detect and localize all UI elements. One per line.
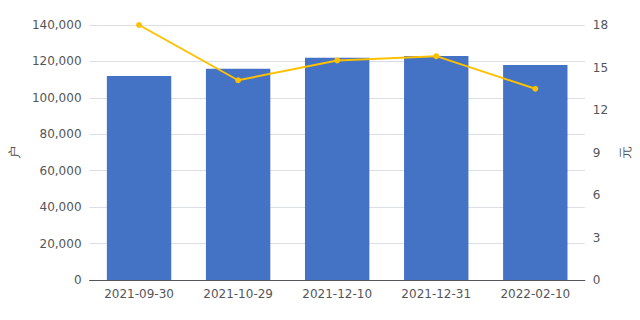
svg-text:120,000: 120,000 xyxy=(32,54,82,68)
svg-text:户: 户 xyxy=(7,146,22,159)
svg-text:12: 12 xyxy=(593,103,608,117)
svg-text:60,000: 60,000 xyxy=(40,164,82,178)
svg-text:元: 元 xyxy=(618,146,633,159)
svg-text:18: 18 xyxy=(593,18,608,32)
svg-text:2021-12-31: 2021-12-31 xyxy=(401,287,471,301)
svg-text:100,000: 100,000 xyxy=(32,91,82,105)
svg-text:140,000: 140,000 xyxy=(32,18,82,32)
svg-text:40,000: 40,000 xyxy=(40,200,82,214)
svg-text:80,000: 80,000 xyxy=(40,127,82,141)
svg-text:2022-02-10: 2022-02-10 xyxy=(500,287,570,301)
svg-text:6: 6 xyxy=(593,188,601,202)
svg-text:2021-12-10: 2021-12-10 xyxy=(302,287,372,301)
svg-text:0: 0 xyxy=(593,273,601,287)
svg-text:0: 0 xyxy=(74,273,82,287)
svg-text:2021-09-30: 2021-09-30 xyxy=(104,287,174,301)
svg-text:9: 9 xyxy=(593,146,601,160)
svg-text:20,000: 20,000 xyxy=(40,237,82,251)
svg-text:2021-10-29: 2021-10-29 xyxy=(203,287,273,301)
svg-text:3: 3 xyxy=(593,231,601,245)
svg-text:15: 15 xyxy=(593,61,608,75)
